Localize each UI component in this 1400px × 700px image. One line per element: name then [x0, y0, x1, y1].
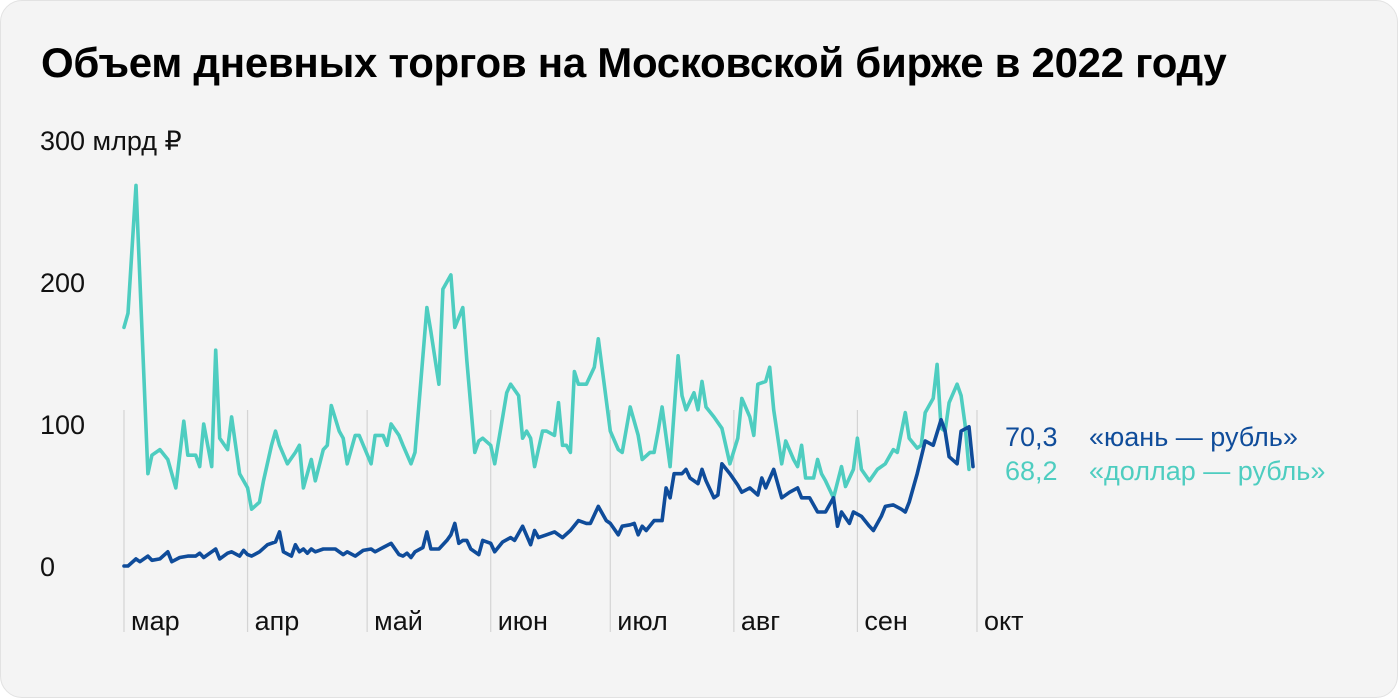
- x-tick-label: мар: [131, 606, 180, 636]
- end-value-labels: 70,3 «юань — рубль» 68,2 «доллар — рубль»: [1005, 422, 1325, 486]
- series-name-label: «доллар — рубль»: [1089, 456, 1325, 486]
- series-end-value: 70,3: [1005, 422, 1058, 452]
- y-tick-label: 0: [40, 552, 55, 582]
- x-tick-label: июн: [498, 606, 548, 636]
- y-tick-label: 100: [40, 410, 85, 440]
- chart-title: Объем дневных торгов на Московской бирже…: [41, 39, 1227, 86]
- series-lines: [122, 183, 975, 568]
- series-line-0: [122, 183, 971, 511]
- x-tick-label: май: [374, 606, 423, 636]
- series-line-1: [122, 417, 975, 568]
- x-tick-label: сен: [864, 606, 907, 636]
- y-tick-label: 300 млрд ₽: [40, 126, 182, 156]
- series-name-label: «юань — рубль»: [1089, 422, 1298, 452]
- x-tick-label: июл: [617, 606, 668, 636]
- x-tick-label: апр: [255, 606, 300, 636]
- y-tick-label: 200: [40, 268, 85, 298]
- x-tick-label: авг: [741, 606, 780, 636]
- series-end-value: 68,2: [1005, 456, 1058, 486]
- y-axis-labels: 0 100 200 300 млрд ₽: [40, 126, 182, 582]
- x-axis-labels: мар апр май июн июл авг сен окт: [131, 606, 1024, 636]
- x-tick-label: окт: [984, 606, 1024, 636]
